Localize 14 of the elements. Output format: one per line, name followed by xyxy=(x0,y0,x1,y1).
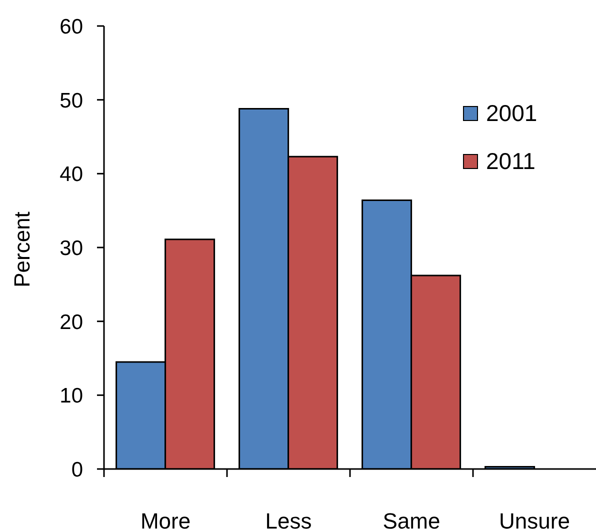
legend-label: 2011 xyxy=(486,148,536,174)
y-tick-label: 40 xyxy=(60,163,83,186)
x-tick-label: Same xyxy=(382,508,440,529)
x-tick-label: Less xyxy=(265,508,312,529)
legend-label: 2001 xyxy=(486,100,538,126)
y-axis-title: Percent xyxy=(10,212,34,288)
x-tick-label: More xyxy=(140,508,191,529)
y-tick-label: 60 xyxy=(60,15,83,38)
x-tick-label: Unsure xyxy=(499,508,570,529)
y-tick-label: 20 xyxy=(60,310,83,334)
y-tick-label: 50 xyxy=(60,89,83,112)
y-tick-label: 0 xyxy=(71,458,83,482)
y-tick-label: 10 xyxy=(60,384,83,408)
y-tick-label: 30 xyxy=(60,236,83,260)
